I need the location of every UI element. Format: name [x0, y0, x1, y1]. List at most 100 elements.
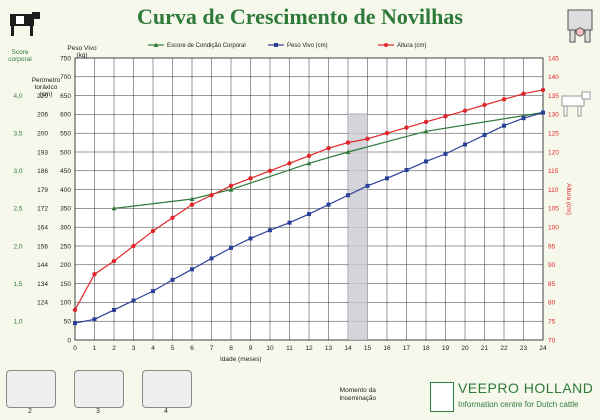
data-point [170, 277, 175, 282]
y-right-tick-label: 130 [548, 112, 559, 119]
perimetro-tick-label: 179 [37, 187, 48, 194]
data-point [228, 183, 234, 189]
perimetro-tick-label: 134 [37, 281, 48, 288]
data-point [189, 196, 195, 201]
x-tick-label: 14 [344, 345, 352, 352]
x-tick-label: 4 [151, 345, 155, 352]
data-point [443, 114, 448, 119]
x-tick-label: 9 [249, 345, 253, 352]
data-point [541, 110, 545, 115]
y-left-tick-label: 50 [64, 319, 72, 326]
x-tick-label: 13 [325, 345, 333, 352]
data-point [92, 272, 97, 277]
data-point [462, 108, 468, 113]
x-tick-label: 0 [73, 345, 77, 352]
y-left-tick-label: 0 [67, 337, 71, 344]
x-tick-label: 10 [266, 345, 274, 352]
y-right-axis-label: Altura (cm) [565, 183, 572, 215]
y-left-tick-label: 700 [60, 74, 71, 81]
legend-marker [274, 43, 278, 47]
y-left-tick-label: 200 [60, 262, 71, 269]
x-tick-label: 22 [500, 345, 508, 352]
y-left-tick-label: 550 [60, 131, 71, 138]
data-point [267, 168, 273, 173]
x-tick-label: 19 [442, 345, 450, 352]
legend-label: Escore de Condição Corporal [167, 43, 246, 49]
x-tick-label: 8 [229, 345, 233, 352]
data-point [365, 183, 370, 188]
data-point [190, 267, 194, 272]
data-point [209, 256, 214, 261]
y-right-tick-label: 70 [548, 337, 556, 344]
data-point [482, 102, 487, 108]
y-left-tick-label: 400 [60, 187, 71, 194]
perimetro-tick-label: 164 [37, 225, 48, 232]
x-tick-label: 5 [171, 345, 175, 352]
brand-block: VEEPRO HOLLAND Information centre for Du… [430, 380, 595, 416]
data-point [423, 119, 429, 125]
perimetro-tick-label: 206 [37, 112, 48, 119]
data-point [384, 131, 390, 136]
y-left-tick-label: 250 [60, 243, 71, 250]
data-point [404, 125, 409, 130]
data-point [306, 153, 312, 158]
condition-thumb-4 [142, 370, 192, 408]
x-tick-label: 23 [520, 345, 528, 352]
chart-title: Curva de Crescimento de Novilhas [137, 4, 463, 29]
y-right-tick-label: 90 [548, 262, 556, 269]
data-point [287, 161, 292, 166]
x-tick-label: 21 [481, 345, 489, 352]
data-point [189, 202, 195, 207]
y-right-tick-label: 100 [548, 225, 559, 232]
y-left-tick-label: 450 [60, 168, 71, 175]
insemination-highlight [348, 113, 368, 340]
data-point [345, 149, 351, 154]
y-right-tick-label: 80 [548, 300, 556, 307]
y-left-tick-label: 500 [60, 149, 71, 156]
x-tick-label: 2 [112, 345, 116, 352]
perimetro-tick-label: 156 [37, 243, 48, 250]
data-point [111, 258, 117, 264]
condition-thumb-label: 3 [96, 408, 100, 415]
veepro-logo-icon [430, 382, 454, 412]
perimetro-tick-label: 172 [37, 206, 48, 213]
score-axis-label: Score [12, 49, 29, 56]
perimetro-tick-label: 193 [37, 149, 48, 156]
data-point [501, 97, 507, 102]
series-layer [72, 87, 546, 326]
legend-label: Peso Vivo (cm) [287, 43, 328, 49]
y-right-tick-label: 110 [548, 187, 559, 194]
data-point [365, 136, 370, 142]
data-point [326, 146, 331, 151]
y-left-tick-label: 100 [60, 300, 71, 307]
data-point [209, 193, 214, 198]
perimetro-tick-label: 124 [37, 300, 48, 307]
brand-name: VEEPRO HOLLAND [458, 380, 594, 396]
data-point [521, 116, 526, 121]
score-tick-label: 2,0 [13, 243, 22, 250]
y-left-tick-label: 150 [60, 281, 71, 288]
score-tick-label: 1,5 [13, 281, 22, 288]
condition-thumb-label: 4 [164, 408, 168, 415]
y-right-tick-label: 125 [548, 131, 559, 138]
cow-rear-icon [567, 9, 593, 43]
perimetro-axis-label: (cm) [40, 91, 53, 98]
data-point [424, 159, 428, 164]
data-point [248, 176, 253, 181]
x-tick-label: 6 [190, 345, 194, 352]
y-right-tick-label: 120 [548, 149, 559, 156]
data-point [443, 151, 448, 156]
x-axis-label: Idade (meses) [220, 356, 262, 363]
legend: Escore de Condição Corporal Peso Vivo (cm… [148, 42, 426, 49]
y-left-axis-label: (kg) [76, 52, 87, 59]
x-tick-label: 11 [286, 345, 293, 352]
score-tick-label: 4,0 [13, 93, 22, 100]
y-left-tick-label: 300 [60, 225, 71, 232]
legend-marker [153, 42, 159, 47]
data-point [287, 220, 292, 225]
data-point [502, 123, 506, 128]
x-tick-label: 17 [403, 345, 411, 352]
data-point [345, 140, 351, 145]
x-tick-label: 24 [539, 345, 547, 352]
data-point [151, 289, 155, 294]
